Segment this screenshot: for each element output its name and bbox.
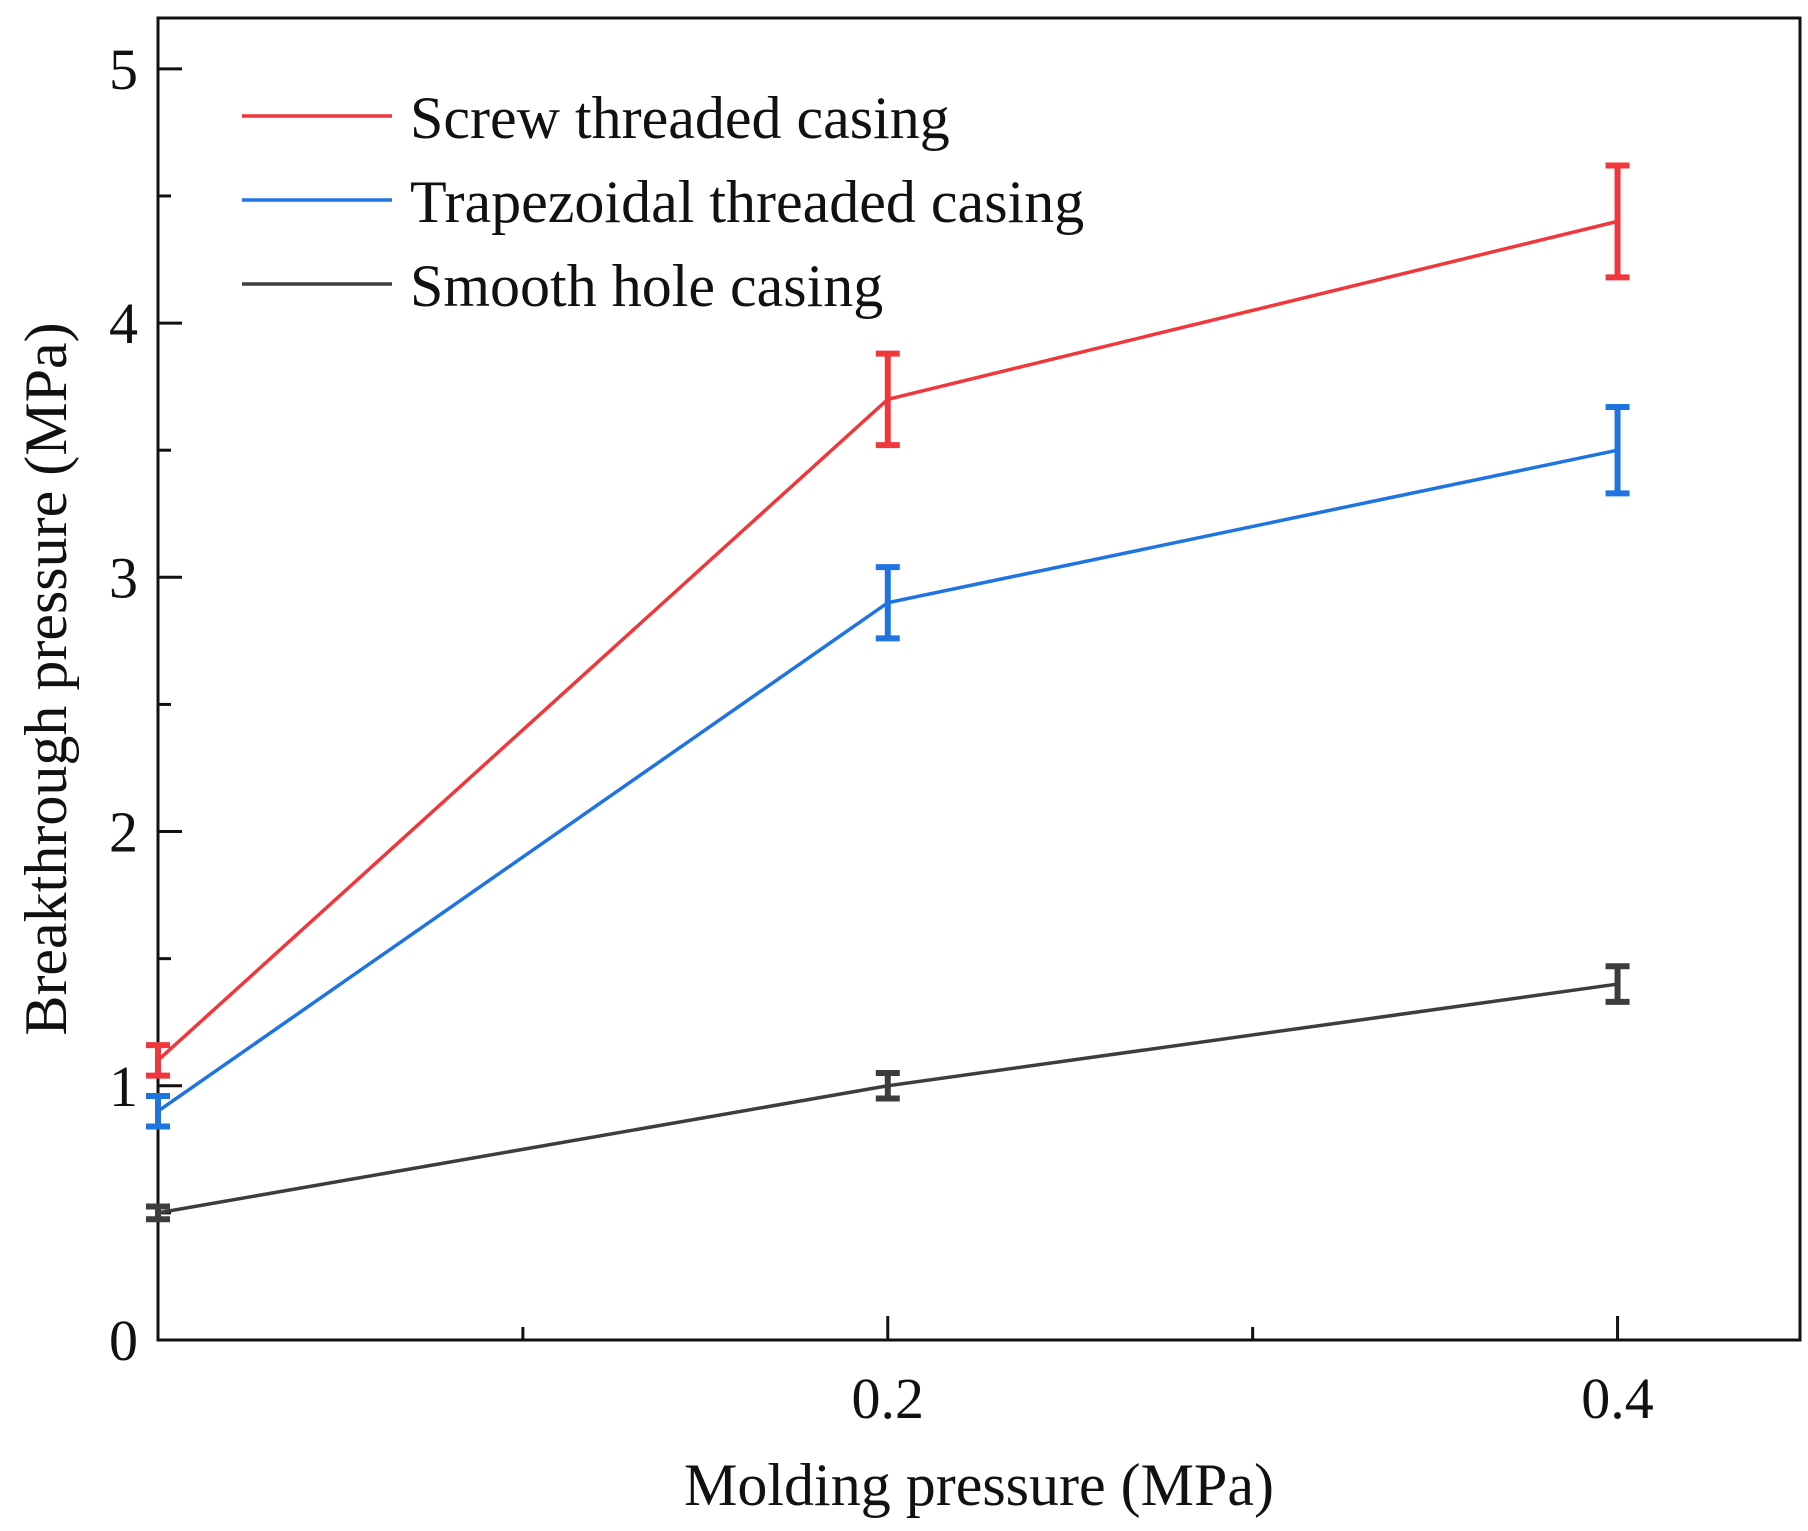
y-tick-label: 1 bbox=[109, 1054, 138, 1119]
legend-label: Screw threaded casing bbox=[410, 85, 950, 151]
series-trapezoidal-threaded-casing bbox=[146, 403, 1630, 1130]
y-tick-label: 2 bbox=[109, 800, 138, 865]
error-bar bbox=[875, 564, 900, 642]
legend-label: Smooth hole casing bbox=[410, 253, 883, 319]
series-smooth-hole-casing bbox=[146, 963, 1630, 1223]
error-bar bbox=[875, 1070, 900, 1102]
legend-label: Trapezoidal threaded casing bbox=[410, 169, 1084, 235]
error-bar bbox=[146, 1203, 170, 1223]
error-bar bbox=[146, 1042, 170, 1079]
legend-item: Screw threaded casing bbox=[242, 85, 950, 151]
error-bar bbox=[875, 350, 900, 449]
error-bar bbox=[1605, 963, 1630, 1005]
x-axis-title: Molding pressure (MPa) bbox=[684, 1452, 1274, 1518]
y-axis-title: Breakthrough pressure (MPa) bbox=[13, 322, 79, 1035]
y-tick-label: 3 bbox=[109, 545, 138, 610]
y-tick-label: 5 bbox=[109, 37, 138, 102]
x-tick-label: 0.2 bbox=[852, 1366, 925, 1431]
axes-layer: 0 1 2 3 4 5 0.2 0.4 bbox=[109, 16, 1802, 1431]
legend-item: Trapezoidal threaded casing bbox=[242, 169, 1084, 235]
error-bar bbox=[1605, 162, 1630, 281]
legend: Screw threaded casing Trapezoidal threade… bbox=[242, 85, 1084, 319]
series-layer bbox=[146, 162, 1630, 1223]
error-bar bbox=[1605, 403, 1630, 497]
legend-item: Smooth hole casing bbox=[242, 253, 883, 319]
x-tick-label: 0.4 bbox=[1581, 1366, 1654, 1431]
plot-frame bbox=[156, 16, 1802, 1342]
y-tick-label: 4 bbox=[109, 291, 138, 356]
y-tick-label: 0 bbox=[109, 1308, 138, 1373]
series-line bbox=[156, 448, 1618, 1113]
series-screw-threaded-casing bbox=[146, 162, 1630, 1079]
error-bar bbox=[146, 1092, 170, 1130]
